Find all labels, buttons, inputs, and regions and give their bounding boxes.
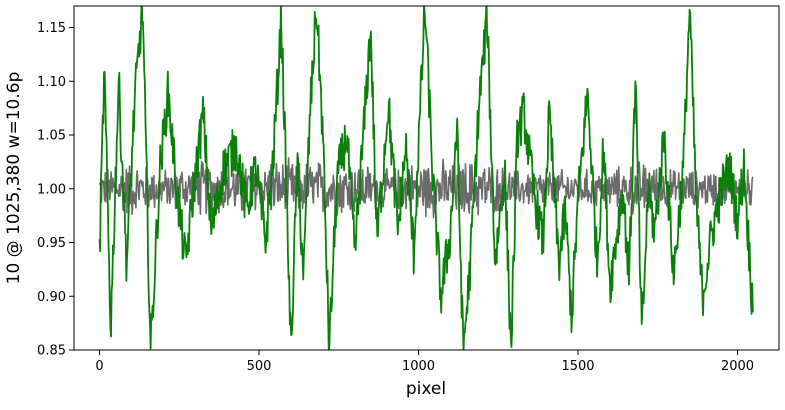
y-tick-label: 0.95: [37, 236, 66, 251]
x-tick-label: 0: [95, 359, 103, 374]
y-axis-label: 10 @ 1025,380 w=10.6p: [4, 72, 24, 285]
series-layer: [98, 6, 754, 350]
x-tick-label: 2000: [721, 359, 754, 374]
x-axis-label: pixel: [406, 379, 446, 399]
y-tick-label: 1.15: [37, 21, 66, 36]
x-tick-label: 500: [247, 359, 272, 374]
y-tick-label: 1.05: [37, 129, 66, 144]
x-tick-label: 1000: [402, 359, 435, 374]
x-tick-label: 1500: [561, 359, 594, 374]
y-tick-label: 1.00: [37, 182, 66, 197]
axes-layer: 0 500 1000 1500 2000 0.85 0.90 0.95 1.00 1.05 1.10…: [37, 21, 754, 374]
y-tick-label: 1.10: [37, 75, 66, 90]
y-tick-label: 0.85: [37, 344, 66, 359]
series-signal-line: [98, 6, 754, 350]
plot-frame: [73, 5, 780, 351]
y-tick-label: 0.90: [37, 290, 66, 305]
